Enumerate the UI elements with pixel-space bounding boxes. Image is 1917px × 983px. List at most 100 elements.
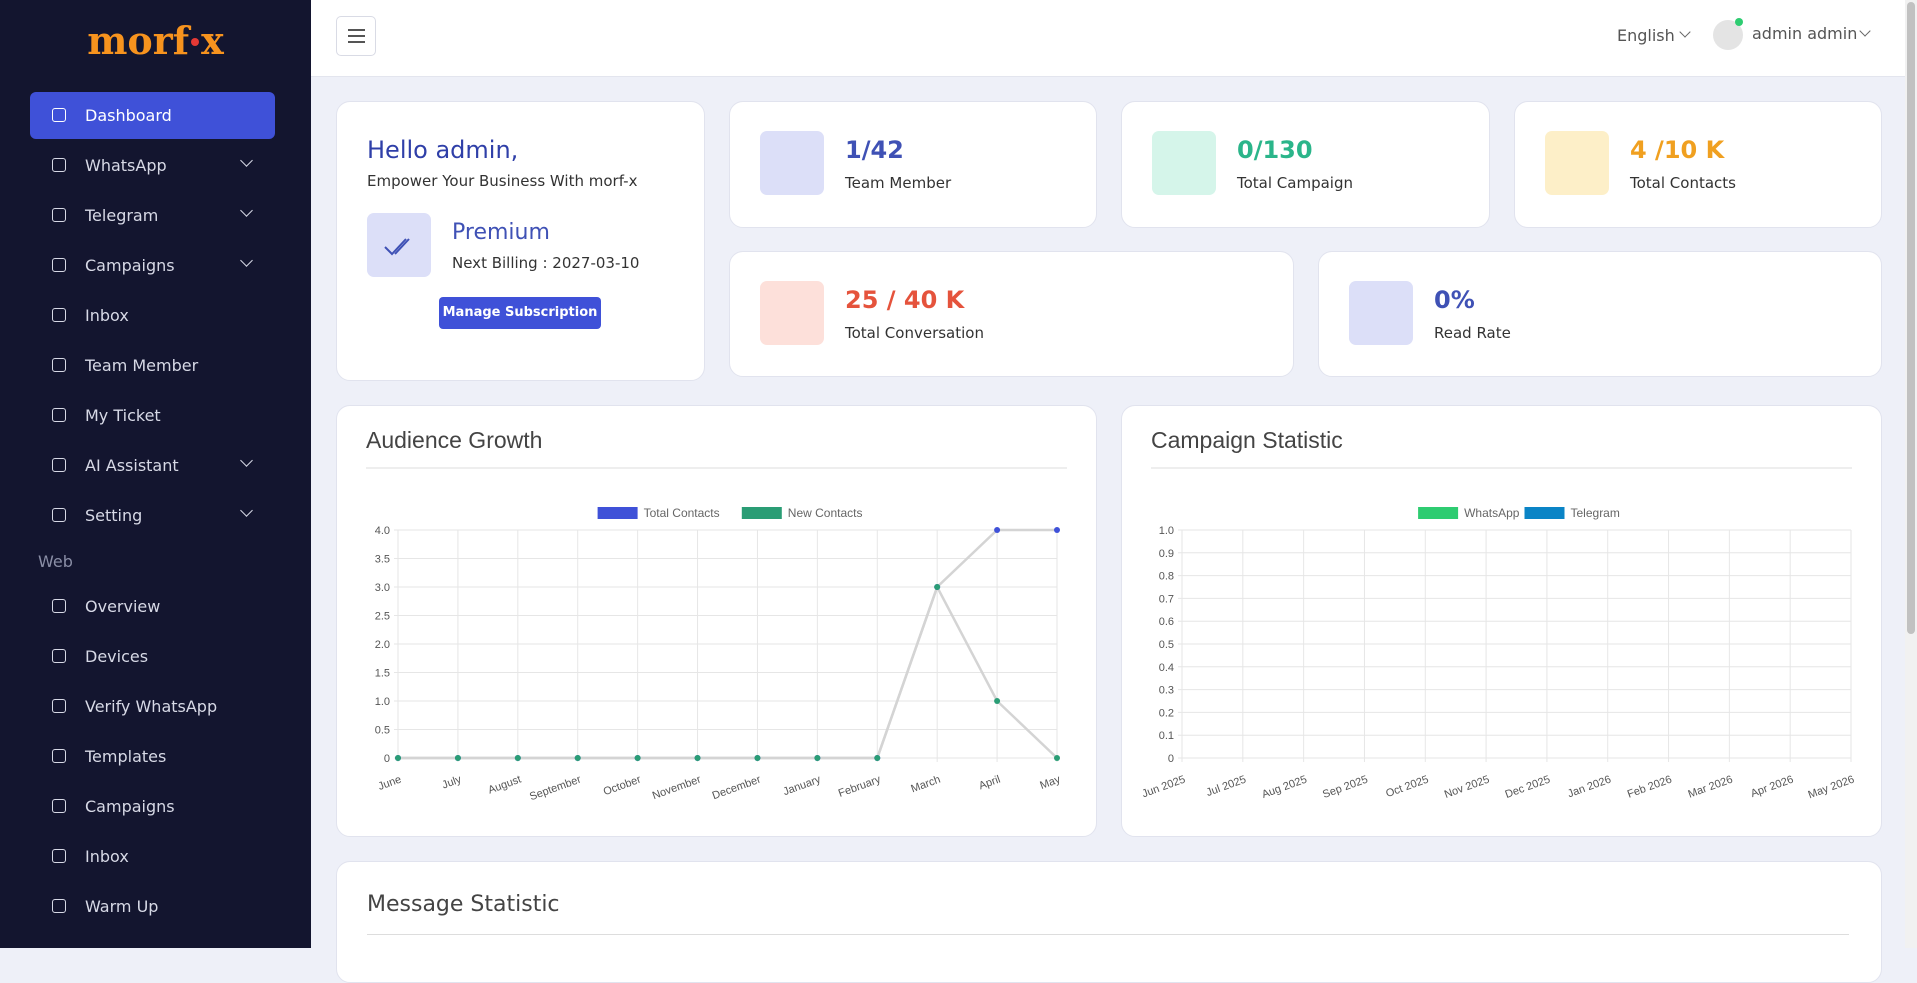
menu-label: Devices [85, 647, 149, 666]
menu-item[interactable]: Inbox [30, 833, 275, 880]
y-tick-label: 0.2 [1159, 707, 1174, 719]
y-tick-label: 0.3 [1159, 685, 1174, 697]
menu-item[interactable]: Verify WhatsApp [30, 683, 275, 730]
x-tick-label: November [651, 773, 703, 802]
menu-icon [52, 508, 66, 522]
data-point [814, 755, 821, 761]
data-point [395, 755, 401, 761]
data-point [454, 755, 461, 761]
stat-card: 25 / 40 K Total Conversation [729, 251, 1294, 377]
legend-swatch [597, 507, 638, 519]
x-tick-label: October [602, 773, 643, 798]
menu-item[interactable]: My Ticket [30, 392, 275, 439]
x-tick-label: Nov 2025 [1443, 774, 1491, 801]
user-menu[interactable]: admin admin [1752, 24, 1858, 43]
x-tick-label: July [440, 773, 463, 791]
chart: Audience Growth 0 0.5 1.0 1.5 2.0 2.5 3.0 3.5 4.0… [366, 427, 1067, 803]
stat-icon [1152, 131, 1216, 195]
menu-item[interactable]: WhatsApp [30, 142, 275, 189]
menu-toggle[interactable] [336, 16, 376, 56]
y-tick-label: 0.7 [1159, 593, 1174, 605]
menu-item[interactable]: Devices [30, 633, 275, 680]
menu-item[interactable]: Warm Up [30, 883, 275, 930]
menu-item[interactable]: Dashboard [30, 92, 275, 139]
chart-title: Audience Growth [366, 427, 542, 453]
y-tick-label: 0.5 [375, 725, 390, 737]
plan-icon [367, 213, 431, 277]
menu-item[interactable]: Templates [30, 733, 275, 780]
menu-label: Inbox [85, 847, 129, 866]
manage-subscription-button[interactable]: Manage Subscription [439, 297, 601, 329]
divider [367, 934, 1849, 935]
chevron [1679, 26, 1691, 38]
stat-value: 25 / 40 K [845, 286, 965, 314]
stat-card: 0% Read Rate [1318, 251, 1882, 377]
y-tick-label: 0.9 [1159, 548, 1174, 560]
menu-label: Verify WhatsApp [85, 697, 218, 716]
data-point [694, 755, 701, 761]
greeting: Hello admin, [367, 136, 519, 164]
menu-label: Templates [85, 747, 167, 766]
chevron [240, 204, 253, 217]
x-tick-label: December [711, 773, 763, 802]
menu-icon [52, 599, 66, 613]
y-tick-label: 0 [384, 753, 390, 765]
tagline: Empower Your Business With morf-x [367, 172, 638, 190]
x-tick-label: September [528, 773, 583, 803]
y-tick-label: 3.5 [375, 554, 390, 566]
top-bar: English admin admin [311, 0, 1905, 77]
stat-label: Read Rate [1434, 324, 1511, 342]
menu-item[interactable]: Team Member [30, 342, 275, 389]
data-point [754, 755, 761, 761]
menu-item[interactable]: Campaigns [30, 242, 275, 289]
menu-label: AI Assistant [85, 456, 179, 475]
x-tick-label: Oct 2025 [1384, 774, 1430, 801]
chevron [240, 254, 253, 267]
y-tick-label: 0.1 [1159, 730, 1174, 742]
chart: Campaign Statistic 0 0.1 0.2 0.3 0.4 0.5 0.6 0.7… [1140, 427, 1856, 801]
menu-item[interactable]: Overview [30, 583, 275, 630]
stat-label: Total Contacts [1630, 174, 1736, 192]
stat-card: 0/130 Total Campaign [1121, 101, 1490, 228]
stat-card: 4 /10 K Total Contacts [1514, 101, 1882, 228]
chevron [240, 454, 253, 467]
scrollbar[interactable] [1905, 0, 1917, 948]
stat-value: 4 /10 K [1630, 136, 1725, 164]
menu-label: Overview [85, 597, 161, 616]
menu-icon [52, 208, 66, 222]
menu-item[interactable]: AI Assistant [30, 442, 275, 489]
data-point [934, 584, 941, 590]
stat-label: Total Campaign [1237, 174, 1353, 192]
stat-card: 1/42 Team Member [729, 101, 1097, 228]
x-tick-label: Jul 2025 [1205, 774, 1248, 800]
menu-icon [52, 108, 66, 122]
x-tick-label: August [487, 774, 523, 797]
check-icon [384, 238, 410, 256]
language-select[interactable]: English [1617, 26, 1675, 45]
series-line [398, 583, 1058, 760]
data-point [574, 755, 581, 761]
menu-item[interactable]: Inbox [30, 292, 275, 339]
menu-label: Campaigns [85, 797, 175, 816]
x-tick-label: Dec 2025 [1504, 774, 1552, 801]
menu-item[interactable]: Setting [30, 492, 275, 539]
y-tick-label: 0 [1168, 753, 1174, 765]
stat-icon [1545, 131, 1609, 195]
stat-label: Total Conversation [845, 324, 984, 342]
billing: Next Billing : 2027-03-10 [452, 254, 640, 272]
menu-item[interactable]: Telegram [30, 192, 275, 239]
card-title: Message Statistic [367, 892, 560, 917]
y-tick-label: 2.5 [375, 611, 390, 623]
stat-label: Team Member [845, 174, 952, 192]
chart-title: Campaign Statistic [1151, 427, 1343, 453]
x-tick-label: January [782, 773, 823, 798]
menu-label: Warm Up [85, 897, 159, 916]
menu-label: Team Member [85, 356, 199, 375]
y-tick-label: 1.0 [375, 696, 390, 708]
menu-icon [52, 699, 66, 713]
menu-icon [52, 308, 66, 322]
y-tick-label: 0.4 [1159, 662, 1174, 674]
menu-item[interactable]: Campaigns [30, 783, 275, 830]
stat-value: 1/42 [845, 136, 904, 164]
status-dot [1735, 18, 1743, 26]
